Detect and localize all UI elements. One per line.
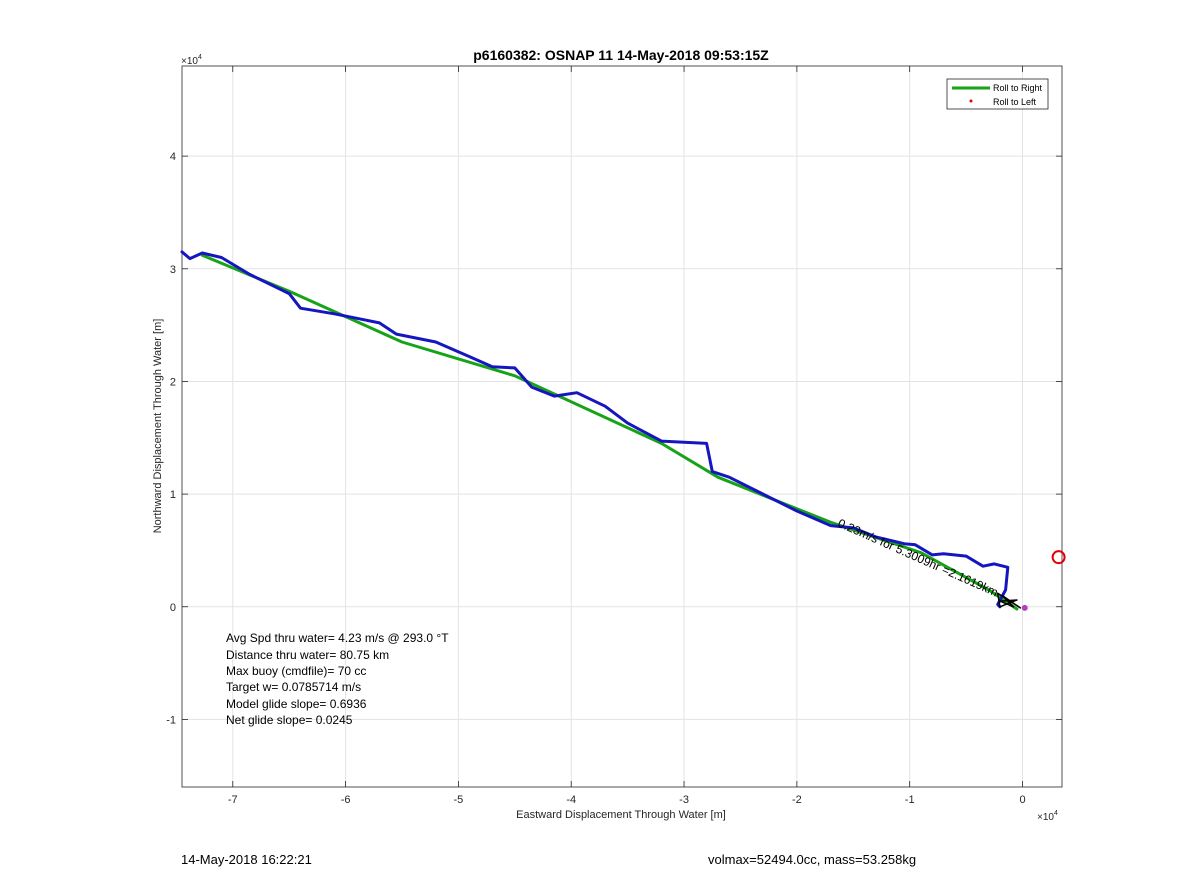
legend-label-roll-right: Roll to Right	[993, 83, 1043, 93]
stats-target-w: Target w= 0.0785714 m/s	[226, 680, 361, 694]
x-tick-label: 0	[1019, 794, 1025, 806]
grid-lines	[182, 66, 1062, 787]
x-tick-label: -6	[341, 794, 351, 806]
axes-border	[181, 65, 1063, 788]
axis-ticks: -7 -6 -5 -4 -3 -2 -1 0 -1 0 1 2 3 4	[166, 66, 1062, 806]
x-exponent-label: ×104	[1037, 810, 1058, 823]
chart-title: p6160382: OSNAP 11 14-May-2018 09:53:15Z	[473, 47, 769, 63]
series-surface-line	[996, 592, 1022, 609]
stats-avg-speed: Avg Spd thru water= 4.23 m/s @ 293.0 °T	[226, 631, 449, 645]
y-axis-label: Northward Displacement Through Water [m]	[152, 319, 164, 534]
y-tick-label: -1	[166, 714, 176, 726]
footer-timestamp: 14-May-2018 16:22:21	[181, 852, 312, 867]
legend-label-roll-left: Roll to Left	[993, 97, 1037, 107]
series-track-line	[180, 250, 1010, 609]
x-tick-label: -5	[454, 794, 464, 806]
y-exponent-label: ×104	[181, 54, 202, 67]
stats-model-glide: Model glide slope= 0.6936	[226, 697, 367, 711]
series-layer	[180, 250, 1022, 611]
end-point-marker	[1021, 604, 1028, 611]
stats-max-buoy: Max buoy (cmdfile)= 70 cc	[226, 664, 366, 678]
footer-mass-info: volmax=52494.0cc, mass=53.258kg	[708, 852, 917, 867]
markers-layer	[1021, 550, 1066, 611]
legend-marker-roll-left	[969, 99, 973, 103]
x-tick-label: -7	[228, 794, 238, 806]
y-tick-label: 0	[170, 602, 176, 614]
axes-frame	[181, 65, 1063, 788]
x-tick-label: -1	[905, 794, 915, 806]
y-tick-label: 2	[170, 376, 176, 388]
x-axis-label: Eastward Displacement Through Water [m]	[516, 809, 726, 821]
stats-distance: Distance thru water= 80.75 km	[226, 648, 389, 662]
y-tick-label: 4	[170, 151, 176, 163]
x-tick-label: -3	[679, 794, 689, 806]
target-circle-marker	[1051, 550, 1066, 565]
stats-box: Avg Spd thru water= 4.23 m/s @ 293.0 °T …	[226, 631, 449, 727]
y-tick-label: 3	[170, 264, 176, 276]
legend: Roll to Right Roll to Left	[946, 78, 1049, 110]
stats-net-glide: Net glide slope= 0.0245	[226, 713, 353, 727]
legend-box	[946, 78, 1049, 110]
y-tick-label: 1	[170, 489, 176, 501]
x-tick-label: -4	[566, 794, 576, 806]
x-tick-label: -2	[792, 794, 802, 806]
